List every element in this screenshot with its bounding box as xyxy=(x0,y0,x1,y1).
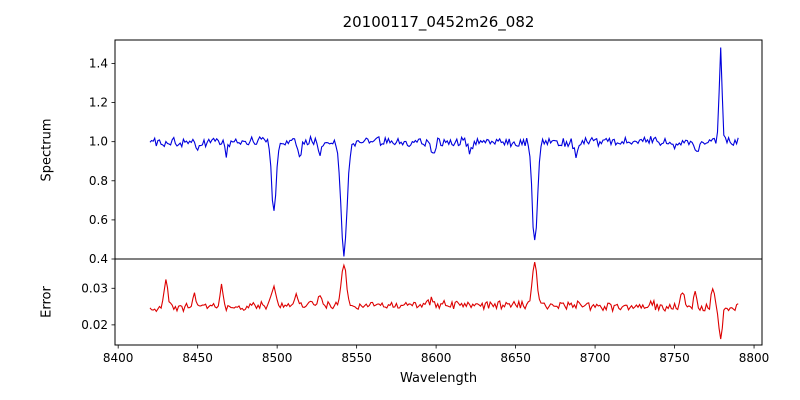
spectrum-line xyxy=(149,47,739,257)
error-y-tick-label: 0.03 xyxy=(81,281,108,295)
spectrum-y-tick-label: 1.4 xyxy=(89,56,108,70)
spectrum-panel-border xyxy=(114,39,763,260)
spectrum-y-tick-label: 0.8 xyxy=(89,174,108,188)
x-tick-label: 8700 xyxy=(580,351,611,365)
x-tick-label: 8650 xyxy=(500,351,531,365)
spectrum-y-tick-label: 1.0 xyxy=(89,135,108,149)
x-tick-label: 8400 xyxy=(103,351,134,365)
error-y-tick-label: 0.02 xyxy=(81,318,108,332)
chart-title: 20100117_0452m26_082 xyxy=(342,13,535,31)
x-tick-label: 8450 xyxy=(182,351,213,365)
x-tick-label: 8550 xyxy=(341,351,372,365)
x-axis-label: Wavelength xyxy=(399,371,478,386)
x-tick-label: 8600 xyxy=(421,351,452,365)
error-line xyxy=(149,262,739,340)
x-tick-label: 8800 xyxy=(739,351,770,365)
spectrum-y-tick-label: 0.6 xyxy=(89,213,108,227)
error-panel-border xyxy=(114,258,763,346)
spectrum-y-tick-label: 1.2 xyxy=(89,96,108,110)
x-tick-label: 8750 xyxy=(659,351,690,365)
x-tick-label: 8500 xyxy=(262,351,293,365)
spectrum-y-tick-label: 0.4 xyxy=(89,252,108,266)
